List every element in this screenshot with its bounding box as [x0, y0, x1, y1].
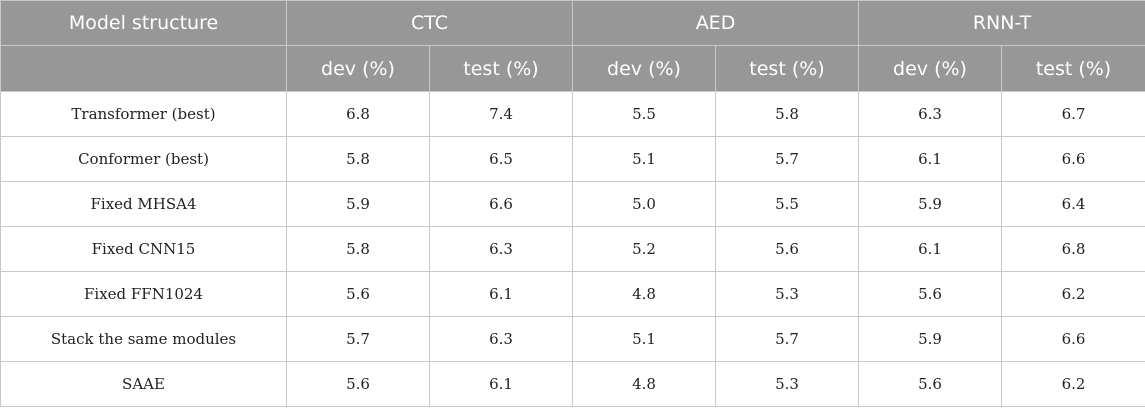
- header-rnnt-dev: dev (%): [858, 45, 1003, 92]
- cell-value: 6.6: [1001, 136, 1145, 182]
- cell-value: 6.2: [1001, 361, 1145, 407]
- cell-value: 6.1: [429, 361, 573, 407]
- header-aed-test: test (%): [714, 45, 860, 92]
- row-label: Stack the same modules: [0, 316, 287, 362]
- cell-value: 5.3: [714, 361, 860, 407]
- row-label: Fixed MHSA4: [0, 181, 287, 227]
- header-ctc-test: test (%): [429, 45, 573, 92]
- cell-value: 6.3: [858, 91, 1003, 137]
- cell-value: 6.7: [1001, 91, 1145, 137]
- cell-value: 5.1: [572, 316, 716, 362]
- cell-value: 6.1: [858, 226, 1003, 272]
- cell-value: 6.1: [858, 136, 1003, 182]
- table-row: Stack the same modules 5.7 6.3 5.1 5.7 5…: [0, 316, 1145, 362]
- cell-value: 6.1: [429, 271, 573, 317]
- table-header: Model structure CTC AED RNN-T dev (%) te…: [0, 0, 1145, 92]
- cell-value: 6.5: [429, 136, 573, 182]
- cell-value: 5.7: [286, 316, 430, 362]
- table-row: Fixed CNN15 5.8 6.3 5.2 5.6 6.1 6.8: [0, 226, 1145, 272]
- cell-value: 5.6: [286, 271, 430, 317]
- cell-value: 6.6: [429, 181, 573, 227]
- table-row: Conformer (best) 5.8 6.5 5.1 5.7 6.1 6.6: [0, 136, 1145, 182]
- cell-value: 5.7: [714, 136, 860, 182]
- cell-value: 7.4: [429, 91, 573, 137]
- header-row-groups: Model structure CTC AED RNN-T: [0, 0, 1145, 46]
- header-rnnt-test: test (%): [1001, 45, 1145, 92]
- header-group-aed: AED: [571, 0, 860, 46]
- cell-value: 5.5: [572, 91, 716, 137]
- table-row: Transformer (best) 6.8 7.4 5.5 5.8 6.3 6…: [0, 91, 1145, 137]
- header-aed-dev: dev (%): [572, 45, 716, 92]
- cell-value: 5.6: [714, 226, 860, 272]
- cell-value: 5.1: [572, 136, 716, 182]
- cell-value: 5.8: [714, 91, 860, 137]
- cell-value: 6.8: [286, 91, 430, 137]
- row-label: Conformer (best): [0, 136, 287, 182]
- header-model-structure: Model structure: [0, 0, 287, 46]
- table-row: SAAE 5.6 6.1 4.8 5.3 5.6 6.2: [0, 361, 1145, 407]
- row-label: Fixed FFN1024: [0, 271, 287, 317]
- cell-value: 6.2: [1001, 271, 1145, 317]
- cell-value: 5.9: [858, 316, 1003, 362]
- cell-value: 5.7: [714, 316, 860, 362]
- cell-value: 5.3: [714, 271, 860, 317]
- table-row: Fixed MHSA4 5.9 6.6 5.0 5.5 5.9 6.4: [0, 181, 1145, 227]
- row-label: SAAE: [0, 361, 287, 407]
- row-label: Transformer (best): [0, 91, 287, 137]
- row-label: Fixed CNN15: [0, 226, 287, 272]
- cell-value: 5.9: [286, 181, 430, 227]
- cell-value: 5.6: [858, 361, 1003, 407]
- cell-value: 5.2: [572, 226, 716, 272]
- cell-value: 5.0: [572, 181, 716, 227]
- table-body: Transformer (best) 6.8 7.4 5.5 5.8 6.3 6…: [0, 91, 1145, 407]
- cell-value: 5.6: [858, 271, 1003, 317]
- cell-value: 6.8: [1001, 226, 1145, 272]
- cell-value: 5.6: [286, 361, 430, 407]
- cell-value: 5.8: [286, 136, 430, 182]
- header-group-rnnt: RNN-T: [858, 0, 1145, 46]
- cell-value: 6.6: [1001, 316, 1145, 362]
- cell-value: 5.8: [286, 226, 430, 272]
- cell-value: 4.8: [572, 271, 716, 317]
- header-group-ctc: CTC: [286, 0, 573, 46]
- cell-value: 6.3: [429, 226, 573, 272]
- header-empty-cell: [0, 45, 287, 92]
- header-row-metrics: dev (%) test (%) dev (%) test (%) dev (%…: [0, 45, 1145, 92]
- cell-value: 4.8: [572, 361, 716, 407]
- cell-value: 5.5: [714, 181, 860, 227]
- table-row: Fixed FFN1024 5.6 6.1 4.8 5.3 5.6 6.2: [0, 271, 1145, 317]
- cell-value: 6.4: [1001, 181, 1145, 227]
- header-ctc-dev: dev (%): [286, 45, 430, 92]
- cell-value: 5.9: [858, 181, 1003, 227]
- cell-value: 6.3: [429, 316, 573, 362]
